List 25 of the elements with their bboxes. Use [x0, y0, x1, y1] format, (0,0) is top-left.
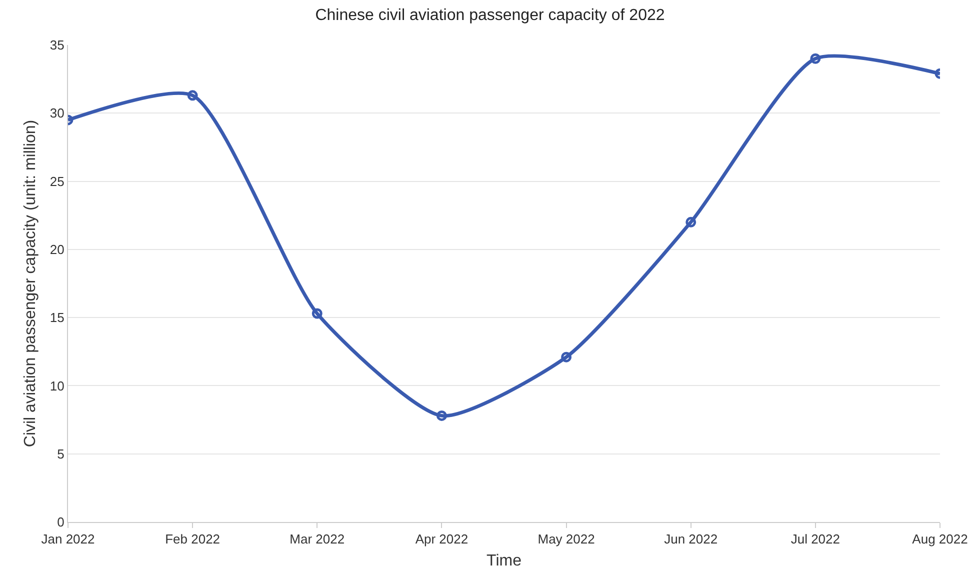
- x-axis-title: Time: [486, 552, 522, 570]
- y-tick-label: 0: [57, 514, 64, 530]
- x-tick-label: Jun 2022: [664, 532, 718, 547]
- x-tick-label: Feb 2022: [165, 532, 220, 547]
- point: [187, 90, 198, 101]
- point: [810, 53, 821, 64]
- y-tick-label: 20: [50, 242, 64, 257]
- point: [561, 352, 572, 362]
- x-tick-label: Jan 2022: [41, 532, 95, 547]
- chart-title: Chinese civil aviation passenger capacity of 2022: [315, 6, 665, 24]
- y-tick-label: 5: [57, 446, 64, 462]
- point: [312, 308, 322, 319]
- point: [436, 410, 447, 421]
- x-tick-label: Apr 2022: [415, 532, 468, 547]
- x-tick-label: May 2022: [538, 532, 595, 547]
- x-tick-label: Jul 2022: [790, 532, 840, 547]
- y-tick-label: 25: [50, 174, 64, 189]
- y-tick-label: 30: [50, 106, 64, 121]
- y-tick-label: 35: [50, 38, 64, 53]
- point: [686, 216, 696, 228]
- y-axis-title: Civil aviation passenger capacity (unit: million): [22, 120, 39, 448]
- y-tick-label: 15: [50, 310, 64, 326]
- x-tick-label: Mar 2022: [290, 532, 345, 547]
- x-tick-label: Aug 2022: [912, 532, 968, 547]
- y-tick-label: 10: [50, 378, 64, 394]
